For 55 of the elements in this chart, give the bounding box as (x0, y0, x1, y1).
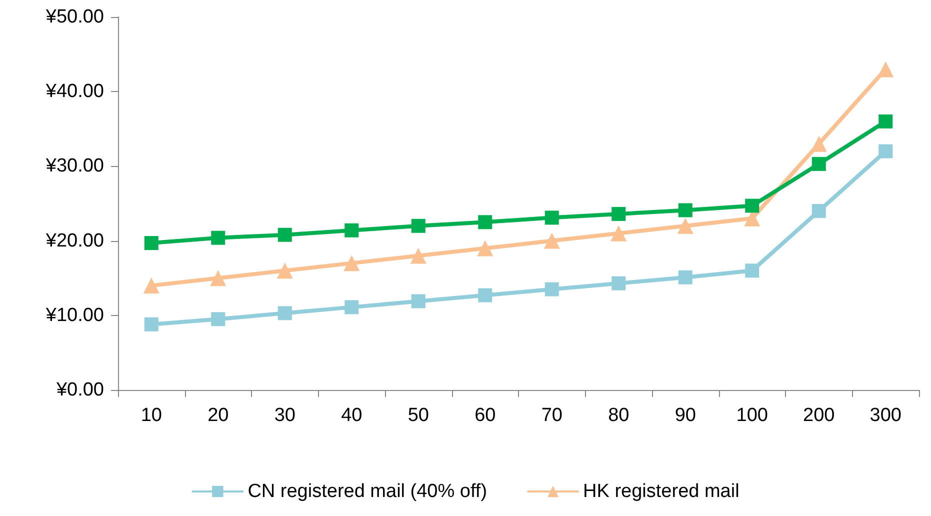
point (410, 248, 426, 264)
point (677, 218, 694, 234)
point (678, 270, 692, 284)
point (812, 156, 826, 171)
x-tick-label: 70 (541, 405, 562, 426)
point (211, 312, 226, 326)
point (610, 225, 627, 242)
point (544, 232, 560, 249)
point (411, 218, 426, 233)
point (276, 262, 293, 279)
y-tick-label: ¥30.00 (44, 156, 104, 177)
point (344, 300, 359, 314)
point (478, 215, 492, 230)
point (211, 230, 226, 245)
x-tick-label: 40 (341, 405, 362, 426)
point (878, 61, 894, 78)
point (344, 255, 360, 272)
point (210, 270, 226, 286)
point (544, 282, 559, 296)
point (878, 114, 893, 128)
point (745, 198, 760, 213)
point (812, 204, 826, 218)
y-tick-label: ¥20.00 (44, 230, 104, 252)
y-tick-label: ¥40.00 (44, 81, 104, 102)
point (612, 276, 626, 290)
point (477, 240, 494, 256)
x-tick-label: 80 (608, 405, 630, 426)
point (878, 144, 893, 158)
point (745, 264, 760, 278)
point (678, 203, 692, 218)
x-tick-label: 300 (870, 405, 902, 426)
point (612, 206, 626, 221)
legend-label: HK registered mail (583, 481, 740, 502)
point (411, 294, 426, 308)
x-tick-label: 90 (674, 405, 696, 426)
y-tick-label: ¥10.00 (44, 304, 104, 326)
x-tick-label: 200 (803, 405, 835, 426)
x-tick-label: 50 (408, 405, 429, 426)
point (344, 223, 359, 238)
y-tick-label: ¥0.00 (55, 380, 104, 400)
y-tick-label: ¥50.00 (44, 6, 104, 28)
x-tick-label: 60 (474, 405, 496, 426)
point (143, 278, 160, 294)
point (478, 288, 492, 302)
point (144, 236, 158, 250)
point (278, 228, 292, 242)
point (544, 210, 559, 225)
point (810, 136, 827, 152)
x-tick-label: 10 (140, 405, 162, 426)
point (144, 317, 158, 332)
legend-label: CN registered mail (40% off) (248, 481, 488, 502)
point (278, 306, 292, 320)
x-tick-label: 100 (736, 405, 768, 426)
x-tick-label: 20 (208, 405, 229, 426)
x-tick-label: 30 (274, 405, 296, 426)
